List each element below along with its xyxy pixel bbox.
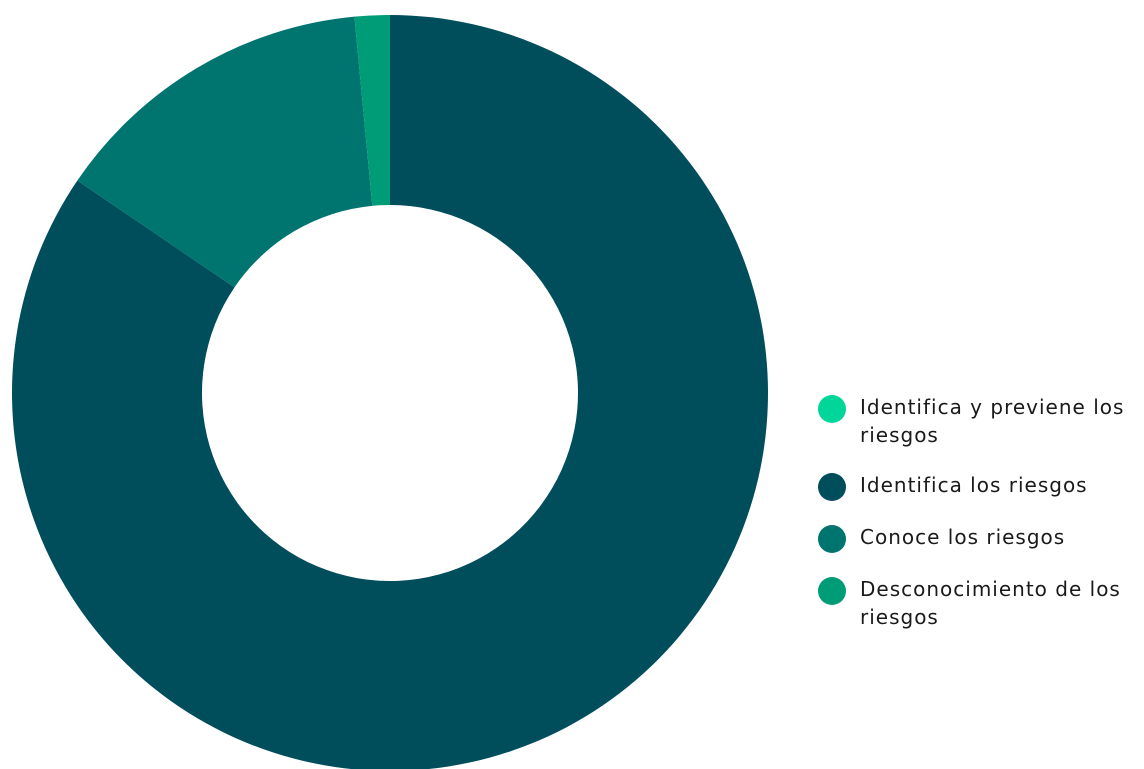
legend-swatch-icon bbox=[818, 525, 846, 553]
legend-item[interactable]: Desconocimiento de los riesgos bbox=[818, 575, 1140, 631]
legend-item[interactable]: Identifica los riesgos bbox=[818, 471, 1140, 501]
legend-item[interactable]: Conoce los riesgos bbox=[818, 523, 1140, 553]
legend-swatch-icon bbox=[818, 395, 846, 423]
donut-slice[interactable] bbox=[354, 15, 390, 206]
legend-label: Identifica y previene los riesgos bbox=[860, 395, 1125, 447]
legend-item[interactable]: Identifica y previene los riesgos bbox=[818, 393, 1140, 449]
legend-label: Conoce los riesgos bbox=[860, 525, 1066, 549]
legend-swatch-icon bbox=[818, 577, 846, 605]
legend-label: Identifica los riesgos bbox=[860, 473, 1088, 497]
legend-label: Desconocimiento de los riesgos bbox=[860, 577, 1121, 629]
donut-slice[interactable] bbox=[12, 15, 768, 769]
legend-swatch-icon bbox=[818, 473, 846, 501]
donut-plot-area bbox=[12, 15, 768, 769]
donut-slice[interactable] bbox=[77, 16, 373, 288]
chart-legend: Identifica y previene los riesgos Identi… bbox=[818, 393, 1140, 653]
